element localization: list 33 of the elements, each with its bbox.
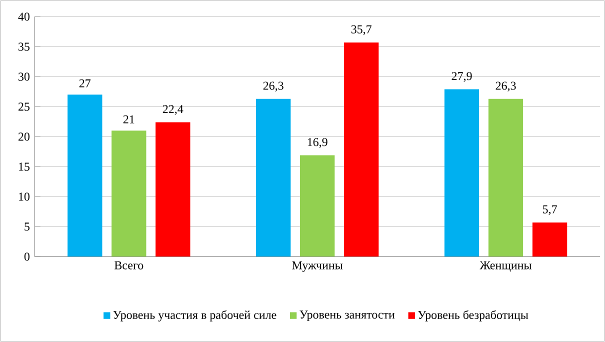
bar [344, 42, 379, 257]
bar [532, 222, 568, 257]
y-tick-label: 10 [19, 192, 30, 201]
y-tick-label: 25 [18, 102, 30, 111]
data-label: 22,4 [162, 105, 184, 115]
data-label: 26,3 [496, 82, 516, 92]
x-tick-label: Всего [114, 261, 144, 270]
x-tick-label: Женщины [480, 261, 532, 272]
data-label: 35,7 [351, 25, 372, 36]
bar [68, 94, 102, 257]
bar [156, 122, 190, 257]
y-tick-label: 15 [19, 162, 30, 171]
y-tick-label: 40 [18, 12, 30, 21]
y-tick-label: 20 [18, 132, 30, 141]
legend-label: Уровень занятости [300, 310, 395, 322]
bar [112, 130, 146, 257]
legend-label: Уровень безработицы [418, 310, 528, 322]
y-tick-label: 5 [24, 222, 30, 231]
data-label: 26,3 [263, 82, 284, 92]
bar [300, 155, 335, 257]
data-label: 27 [79, 79, 91, 88]
y-tick-label: 35 [18, 42, 30, 51]
data-label: 5,7 [542, 205, 557, 216]
bar [256, 98, 291, 257]
bar [444, 89, 480, 257]
y-tick-label: 0 [24, 252, 30, 261]
data-label: 21 [123, 115, 134, 124]
data-label: 27,9 [452, 72, 472, 82]
x-tick-label: Мужчины [292, 261, 343, 272]
bar [488, 98, 524, 257]
legend-label: Уровень участия в рабочей силе [113, 310, 276, 322]
data-label: 16,9 [308, 138, 328, 148]
y-tick-label: 30 [18, 72, 30, 81]
